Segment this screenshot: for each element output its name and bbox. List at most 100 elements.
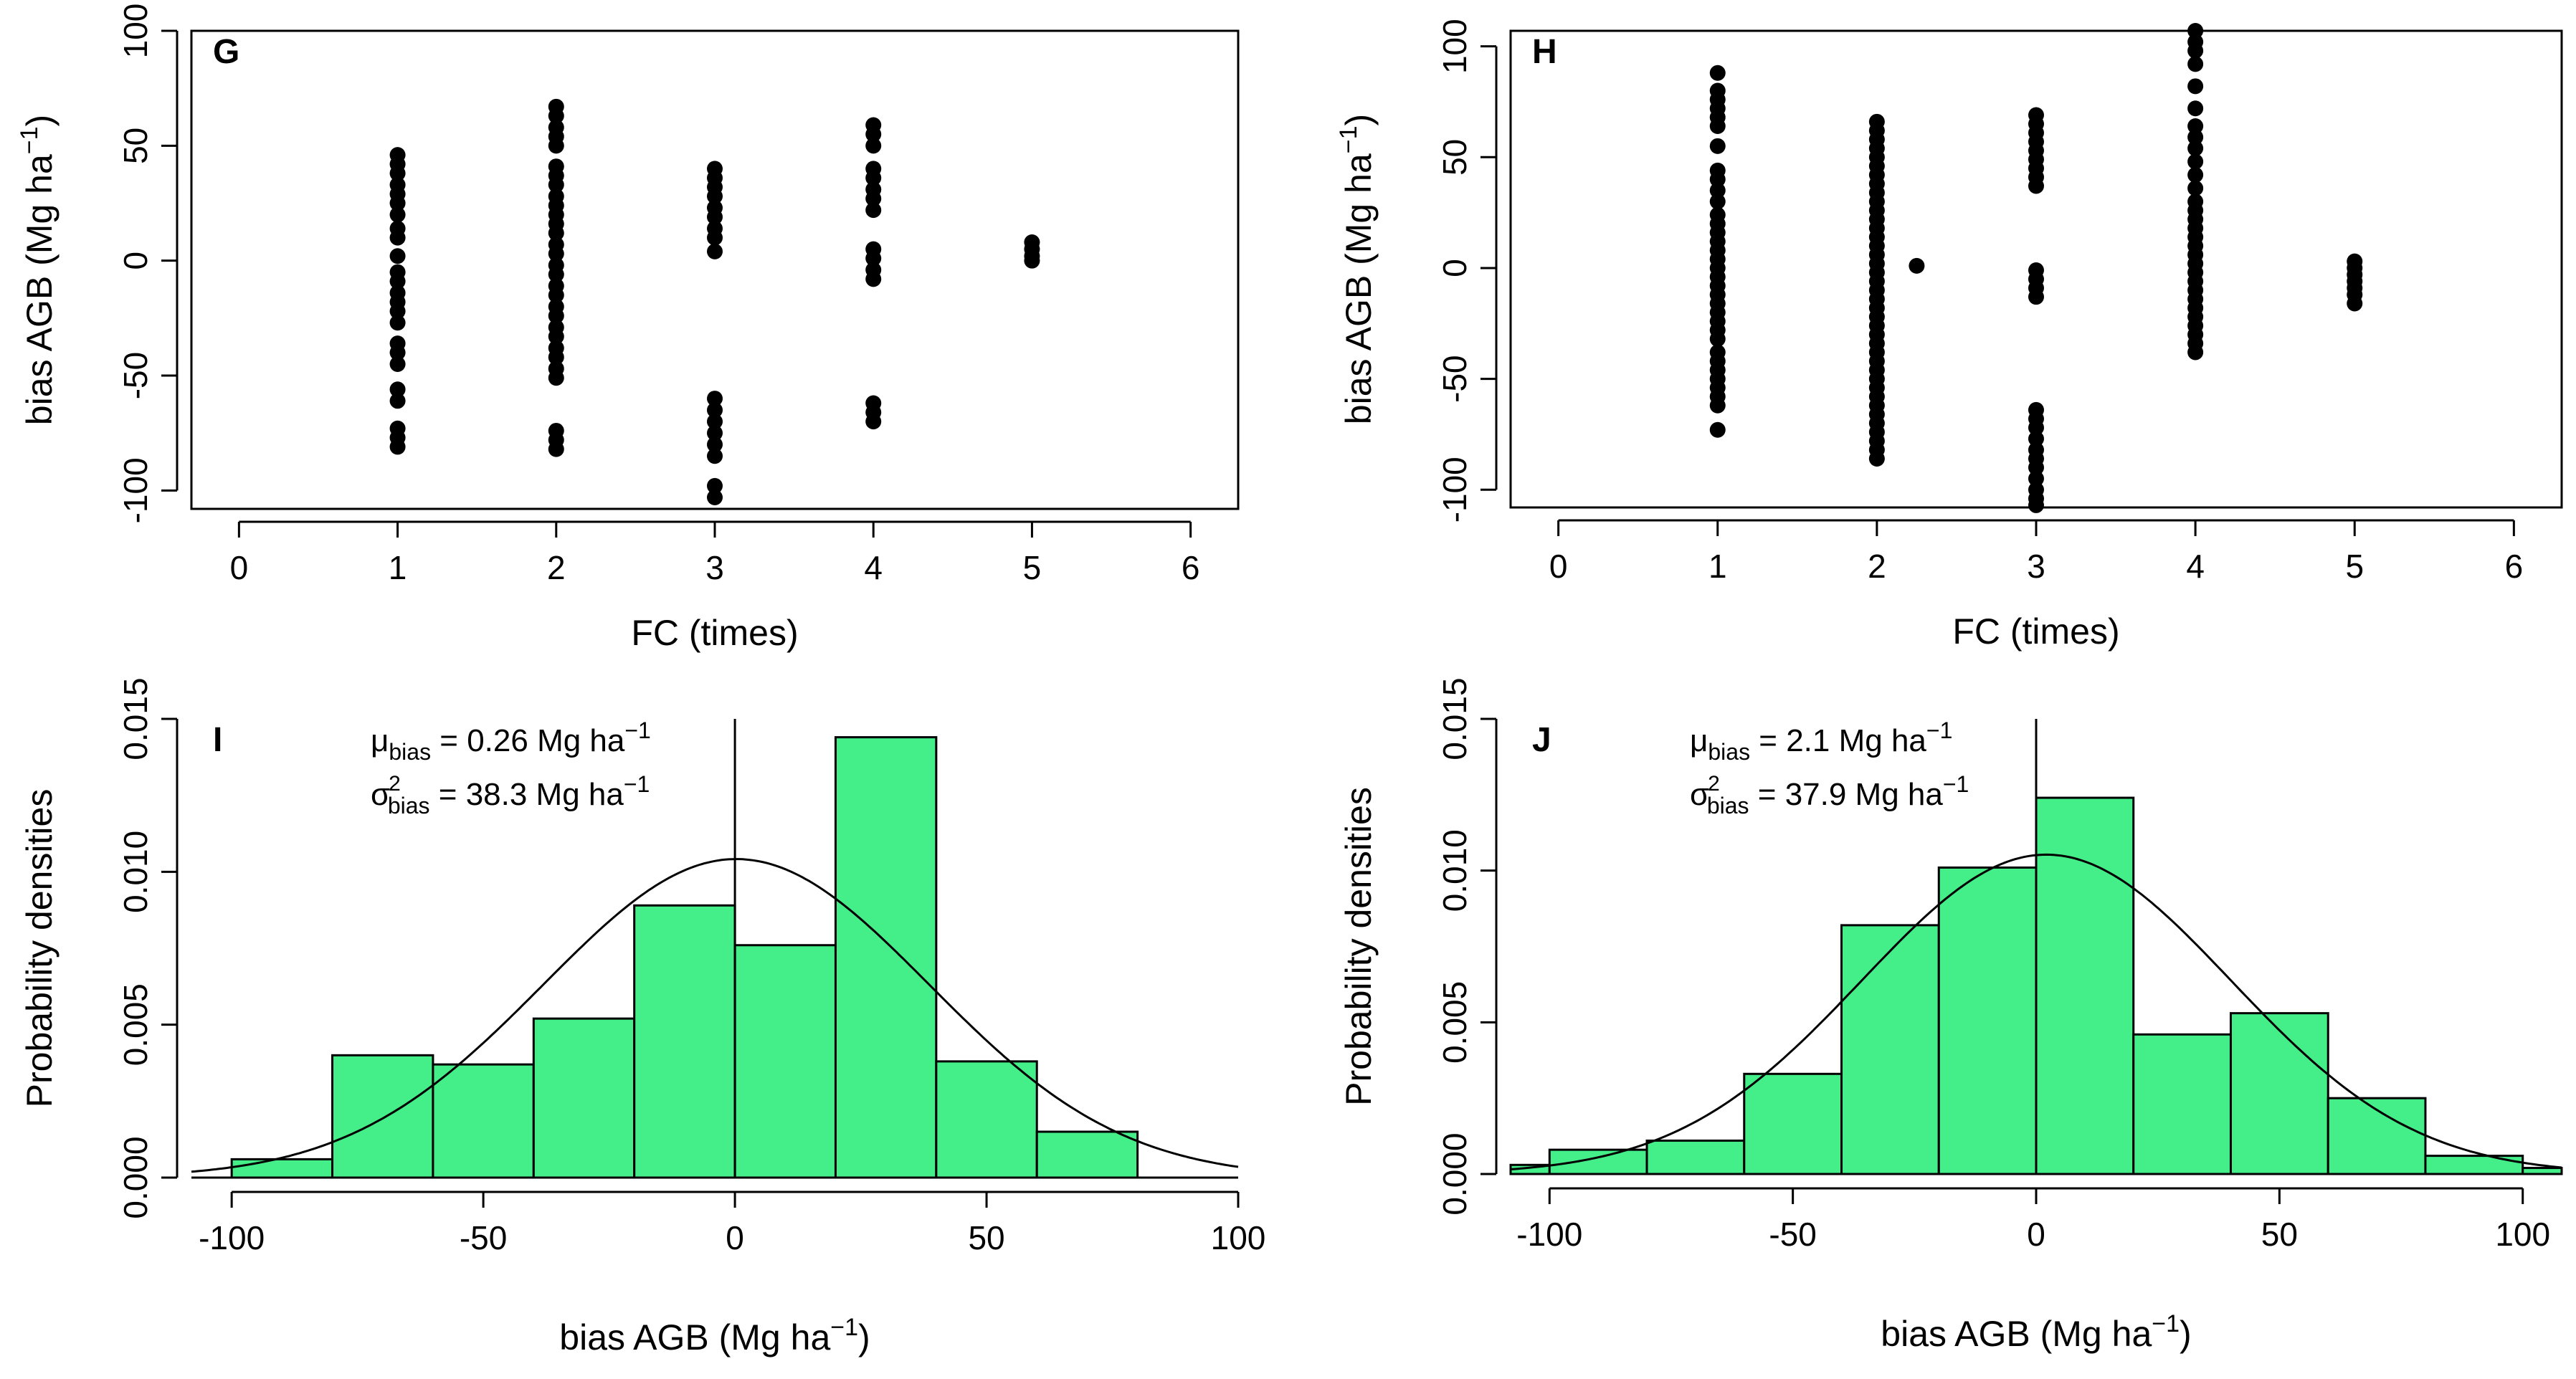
x-tick-label: 3 xyxy=(2027,548,2045,585)
y-tick-label: 0.005 xyxy=(117,983,154,1066)
data-point xyxy=(389,229,406,246)
data-point xyxy=(2028,178,2044,194)
x-tick-label: 1 xyxy=(389,549,407,586)
data-point xyxy=(548,108,564,124)
histogram-bars xyxy=(230,736,1139,1179)
panel-j: -100 -50 0 50 100 μbias = 2.1 Mg ha−1 σ2 bias =… xyxy=(1339,677,2563,1354)
x-tick-label: 4 xyxy=(864,549,883,586)
data-point xyxy=(707,414,723,430)
data-point xyxy=(707,209,723,225)
data-point xyxy=(2187,23,2204,39)
data-point xyxy=(707,229,723,246)
histogram-bar xyxy=(1937,866,2038,1175)
data-point xyxy=(548,441,564,457)
data-point xyxy=(1709,182,1726,199)
data-point xyxy=(2347,295,2363,312)
variance-annotation: σ2 bias = 37.9 Mg ha−1 xyxy=(1690,771,1969,819)
data-point xyxy=(707,489,723,505)
data-point xyxy=(548,307,564,324)
histogram-bar xyxy=(2132,1033,2232,1175)
y-tick-label: 0.000 xyxy=(1436,1132,1473,1215)
histogram-bar xyxy=(532,1017,636,1179)
panel-label: G xyxy=(213,33,239,71)
data-point xyxy=(548,287,564,303)
y-tick-label: 100 xyxy=(117,4,154,59)
data-point xyxy=(389,439,406,455)
data-point xyxy=(2028,459,2044,476)
data-point xyxy=(389,315,406,331)
mean-annotation: μbias = 2.1 Mg ha−1 xyxy=(1690,717,1952,765)
data-point xyxy=(707,391,723,407)
histogram-bar xyxy=(230,1158,334,1179)
histogram-bar xyxy=(935,1060,1038,1179)
data-point xyxy=(2028,497,2044,513)
data-point xyxy=(707,243,723,259)
x-tick-label: -100 xyxy=(1516,1216,1582,1253)
y-axis-title: Probability densities xyxy=(19,789,60,1108)
histogram-bar xyxy=(2424,1155,2524,1175)
x-tick-label: 5 xyxy=(1023,549,1042,586)
mean-annotation: μbias = 0.26 Mg ha−1 xyxy=(371,717,651,765)
normal-curve xyxy=(191,858,1239,1173)
data-point xyxy=(707,477,723,494)
x-tick-label: 3 xyxy=(705,549,724,586)
data-point xyxy=(707,448,723,464)
data-point xyxy=(865,414,882,430)
y-axis-title: Probability densities xyxy=(1339,787,1379,1106)
data-point xyxy=(2187,56,2204,72)
x-tick-label: 0 xyxy=(2027,1216,2045,1253)
data-point xyxy=(389,195,406,211)
data-point xyxy=(2187,140,2204,156)
data-point xyxy=(1709,118,1726,134)
plot-frame xyxy=(190,29,1240,510)
variance-annotation: σ2 bias = 38.3 Mg ha−1 xyxy=(371,771,650,819)
data-point xyxy=(2028,419,2044,436)
data-point xyxy=(707,402,723,419)
data-point xyxy=(1024,252,1040,269)
histogram-bar xyxy=(1840,924,1940,1175)
data-point xyxy=(389,356,406,372)
panel-label: I xyxy=(213,721,222,759)
data-point xyxy=(1709,330,1726,347)
panel-h: 0 1 2 3 4 5 6 -100 -50 0 50 100 H FC (times) bias AGB … xyxy=(1335,19,2563,652)
data-point xyxy=(2187,344,2204,361)
data-point xyxy=(389,344,406,361)
y-tick-label: -100 xyxy=(1436,457,1473,523)
data-point xyxy=(865,126,882,143)
x-tick-label: 2 xyxy=(1868,548,1886,585)
y-tick-label: 100 xyxy=(1436,19,1473,74)
x-tick-label: 0 xyxy=(230,549,249,586)
data-point xyxy=(389,248,406,264)
x-tick-label: 50 xyxy=(968,1219,1004,1256)
data-point xyxy=(548,246,564,262)
y-tick-label: 0.005 xyxy=(1436,981,1473,1064)
x-tick-label: 0 xyxy=(726,1219,744,1256)
data-point xyxy=(2028,431,2044,447)
data-point xyxy=(865,202,882,219)
x-axis-title: FC (times) xyxy=(631,613,798,653)
data-point xyxy=(865,191,882,207)
histogram-bar xyxy=(432,1063,535,1179)
data-points xyxy=(1709,23,2363,513)
data-point xyxy=(865,250,882,267)
data-points xyxy=(389,98,1040,505)
data-point xyxy=(389,393,406,409)
data-point xyxy=(1868,450,1885,467)
data-point xyxy=(1709,397,1726,414)
x-tick-label: 5 xyxy=(2345,548,2364,585)
data-point xyxy=(548,176,564,193)
x-tick-label: 100 xyxy=(2495,1216,2550,1253)
data-point xyxy=(2028,470,2044,487)
data-point xyxy=(2187,78,2204,95)
data-point xyxy=(865,271,882,287)
panel-g: 0 1 2 3 4 5 6 -100 -50 0 50 100 G FC (times) bias AGB … xyxy=(16,4,1240,653)
y-tick-label: 50 xyxy=(117,128,154,164)
data-point xyxy=(548,349,564,366)
x-tick-label: 1 xyxy=(1708,548,1727,585)
y-tick-label: 0.015 xyxy=(117,677,154,760)
panel-i: -100 -50 0 50 100 μbias = 0.26 Mg ha−1 σ2 bias … xyxy=(19,677,1265,1357)
histogram-bar xyxy=(633,904,736,1179)
histogram-bar xyxy=(2229,1012,2329,1175)
histogram-bar xyxy=(733,944,837,1179)
